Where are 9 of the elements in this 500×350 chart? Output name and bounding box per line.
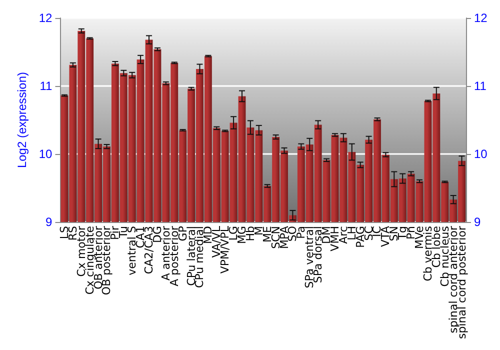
y-axis-title: Log2 (expression)	[15, 72, 29, 168]
y-tick-label: 12	[38, 11, 53, 25]
y-tick-label: 10	[38, 147, 53, 162]
y2-tick-label: 10	[474, 147, 488, 162]
y-tick-label: 9	[46, 215, 53, 230]
y2-tick-label: 11	[474, 79, 487, 94]
y2-tick-label: 12	[474, 11, 488, 25]
y-tick-label: 11	[40, 79, 53, 94]
y2-tick-label: 9	[474, 215, 481, 230]
